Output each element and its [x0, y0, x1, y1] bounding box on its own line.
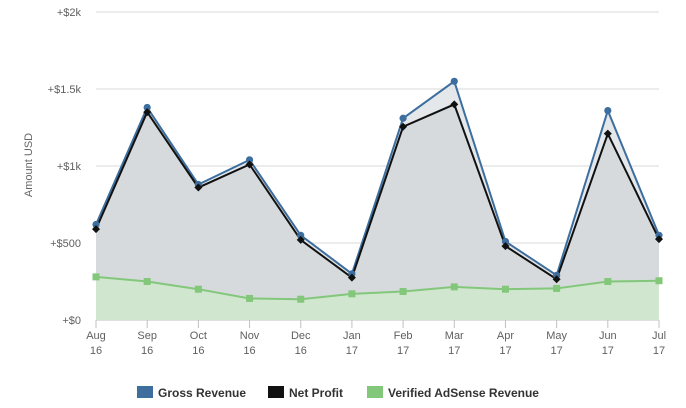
x-tick-label-year: 17 — [499, 345, 511, 357]
x-tick-label-year: 17 — [551, 345, 563, 357]
data-point[interactable] — [399, 114, 407, 122]
y-axis-title: Amount USD — [23, 133, 35, 197]
x-tick-label-year: 17 — [653, 345, 665, 357]
series-line-2 — [95, 275, 660, 301]
x-tick-label-month: Apr — [497, 330, 514, 342]
data-point[interactable] — [604, 106, 612, 115]
data-point[interactable] — [92, 273, 100, 281]
y-tick-label: +$1k — [57, 161, 82, 173]
legend-item-1[interactable]: Net Profit — [268, 386, 343, 400]
area-fill-1 — [96, 104, 659, 321]
data-point[interactable] — [92, 220, 100, 229]
data-point[interactable] — [143, 103, 151, 112]
area-fill-2 — [96, 276, 659, 320]
data-point[interactable] — [501, 237, 510, 246]
data-point[interactable] — [450, 283, 458, 291]
series-lines — [95, 79, 660, 301]
x-axis: Aug 16 Sep 16 Oct 16 Nov 16 Dec 16 Jan 17 Feb 17 Mar 17… — [86, 320, 666, 357]
data-point[interactable] — [655, 277, 663, 285]
y-tick-label: +$2k — [57, 7, 82, 19]
data-point[interactable] — [297, 295, 305, 303]
series-line-0 — [95, 79, 660, 277]
x-tick-label-year: 17 — [346, 345, 358, 357]
data-point[interactable] — [245, 160, 254, 169]
data-point[interactable] — [92, 225, 100, 234]
y-tick-label: +$1.5k — [48, 84, 82, 96]
data-point[interactable] — [246, 294, 254, 302]
data-point[interactable] — [553, 284, 561, 292]
x-tick-label-year: 17 — [602, 345, 614, 357]
data-point[interactable] — [399, 288, 407, 296]
x-tick-label-year: 16 — [90, 345, 102, 357]
legend-swatch — [137, 386, 153, 398]
x-tick-label-month: Oct — [190, 330, 207, 342]
series-markers — [92, 77, 663, 303]
data-point[interactable] — [297, 231, 305, 239]
x-tick-label-month: Mar — [445, 330, 464, 342]
y-tick-label: +$0 — [62, 315, 81, 327]
legend-label: Net Profit — [289, 386, 343, 400]
data-point[interactable] — [194, 285, 202, 293]
legend: Gross Revenue Net Profit Verified AdSense … — [137, 386, 539, 400]
x-tick-label-year: 16 — [141, 345, 153, 357]
x-tick-label-year: 16 — [192, 345, 204, 357]
legend-label: Gross Revenue — [158, 386, 246, 400]
x-tick-label-month: Aug — [86, 330, 106, 342]
data-point[interactable] — [450, 100, 459, 109]
x-tick-label-year: 16 — [243, 345, 255, 357]
legend-swatch — [268, 386, 284, 398]
x-tick-label-month: Jul — [652, 330, 666, 342]
x-tick-label-year: 17 — [448, 345, 460, 357]
y-tick-label: +$500 — [50, 238, 81, 250]
y-axis: +$0 +$500 +$1k +$1.5k +$2k — [48, 7, 82, 327]
data-point[interactable] — [143, 278, 151, 285]
data-point[interactable] — [348, 290, 356, 298]
data-point[interactable] — [399, 122, 408, 131]
data-point[interactable] — [450, 77, 458, 85]
legend-swatch — [367, 386, 383, 398]
data-point[interactable] — [552, 275, 561, 284]
data-point[interactable] — [245, 156, 254, 164]
data-point[interactable] — [296, 235, 305, 244]
data-point[interactable] — [143, 108, 152, 117]
legend-item-2[interactable]: Verified AdSense Revenue — [367, 386, 539, 400]
x-tick-label-month: Feb — [394, 330, 413, 342]
x-tick-label-month: Dec — [291, 330, 311, 342]
x-tick-label-month: Nov — [240, 330, 260, 342]
data-point[interactable] — [655, 235, 663, 244]
x-tick-label-month: Jun — [599, 330, 617, 342]
data-point[interactable] — [347, 273, 356, 282]
x-tick-label-year: 17 — [397, 345, 409, 357]
legend-item-0[interactable]: Gross Revenue — [137, 386, 246, 400]
x-tick-label-month: May — [546, 330, 567, 342]
x-tick-label-month: Sep — [137, 330, 157, 342]
data-point[interactable] — [604, 278, 612, 285]
data-point[interactable] — [501, 242, 510, 251]
data-point[interactable] — [501, 285, 509, 293]
data-point[interactable] — [194, 183, 203, 192]
data-point[interactable] — [603, 129, 612, 138]
x-tick-label-year: 16 — [295, 345, 307, 357]
legend-label: Verified AdSense Revenue — [388, 386, 539, 400]
x-tick-label-month: Jan — [343, 330, 361, 342]
series-line-1 — [95, 103, 660, 281]
